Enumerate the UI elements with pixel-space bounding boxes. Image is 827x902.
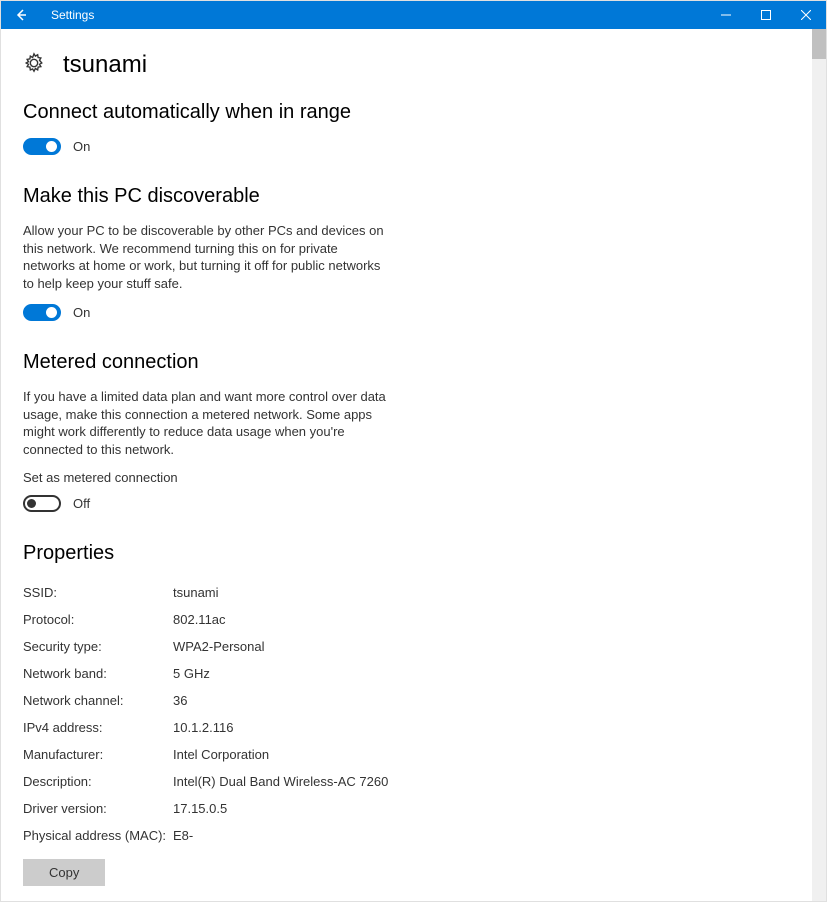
scrollbar[interactable] — [812, 29, 826, 901]
prop-value: WPA2-Personal — [173, 639, 790, 654]
table-row: Security type:WPA2-Personal — [23, 633, 790, 660]
prop-label: Protocol: — [23, 612, 173, 627]
back-arrow-icon — [14, 8, 28, 22]
table-row: SSID:tsunami — [23, 579, 790, 606]
properties-table: SSID:tsunami Protocol:802.11ac Security … — [23, 579, 790, 849]
metered-toggle-label: Off — [73, 496, 90, 511]
prop-label: Physical address (MAC): — [23, 828, 173, 843]
autoconnect-heading: Connect automatically when in range — [23, 101, 790, 124]
close-button[interactable] — [786, 1, 826, 29]
discoverable-toggle-label: On — [73, 305, 90, 320]
discoverable-toggle[interactable] — [23, 304, 61, 321]
prop-label: IPv4 address: — [23, 720, 173, 735]
prop-label: Network channel: — [23, 693, 173, 708]
prop-value: Intel(R) Dual Band Wireless-AC 7260 — [173, 774, 790, 789]
prop-label: SSID: — [23, 585, 173, 600]
close-icon — [801, 10, 811, 20]
prop-label: Manufacturer: — [23, 747, 173, 762]
section-metered: Metered connection If you have a limited… — [23, 351, 790, 512]
maximize-button[interactable] — [746, 1, 786, 29]
section-properties: Properties SSID:tsunami Protocol:802.11a… — [23, 542, 790, 886]
page-title: tsunami — [63, 51, 147, 79]
back-button[interactable] — [1, 1, 41, 29]
content-area: tsunami Connect automatically when in ra… — [1, 29, 812, 901]
scrollbar-thumb[interactable] — [812, 29, 826, 59]
copy-button[interactable]: Copy — [23, 859, 105, 886]
autoconnect-toggle-label: On — [73, 139, 90, 154]
prop-value: 17.15.0.5 — [173, 801, 790, 816]
titlebar: Settings — [1, 1, 826, 29]
table-row: Description:Intel(R) Dual Band Wireless-… — [23, 768, 790, 795]
prop-value: tsunami — [173, 585, 790, 600]
prop-label: Security type: — [23, 639, 173, 654]
prop-value: 10.1.2.116 — [173, 720, 790, 735]
table-row: Protocol:802.11ac — [23, 606, 790, 633]
metered-toggle[interactable] — [23, 495, 61, 512]
table-row: Network channel:36 — [23, 687, 790, 714]
metered-sublabel: Set as metered connection — [23, 470, 790, 485]
prop-label: Driver version: — [23, 801, 173, 816]
table-row: Network band:5 GHz — [23, 660, 790, 687]
prop-value: Intel Corporation — [173, 747, 790, 762]
section-autoconnect: Connect automatically when in range On — [23, 101, 790, 155]
window-title: Settings — [51, 8, 94, 22]
window-controls — [706, 1, 826, 29]
table-row: Driver version:17.15.0.5 — [23, 795, 790, 822]
table-row: IPv4 address:10.1.2.116 — [23, 714, 790, 741]
metered-description: If you have a limited data plan and want… — [23, 388, 393, 458]
autoconnect-toggle[interactable] — [23, 138, 61, 155]
section-discoverable: Make this PC discoverable Allow your PC … — [23, 185, 790, 321]
properties-heading: Properties — [23, 542, 790, 565]
discoverable-heading: Make this PC discoverable — [23, 185, 790, 208]
prop-value: 36 — [173, 693, 790, 708]
maximize-icon — [761, 10, 771, 20]
table-row: Physical address (MAC):E8- — [23, 822, 790, 849]
prop-value: 5 GHz — [173, 666, 790, 681]
minimize-icon — [721, 10, 731, 20]
table-row: Manufacturer:Intel Corporation — [23, 741, 790, 768]
prop-value: 802.11ac — [173, 612, 790, 627]
discoverable-description: Allow your PC to be discoverable by othe… — [23, 222, 393, 292]
minimize-button[interactable] — [706, 1, 746, 29]
metered-heading: Metered connection — [23, 351, 790, 374]
gear-icon — [23, 52, 45, 79]
prop-value: E8- — [173, 828, 790, 843]
prop-label: Network band: — [23, 666, 173, 681]
page-header: tsunami — [23, 51, 790, 79]
prop-label: Description: — [23, 774, 173, 789]
